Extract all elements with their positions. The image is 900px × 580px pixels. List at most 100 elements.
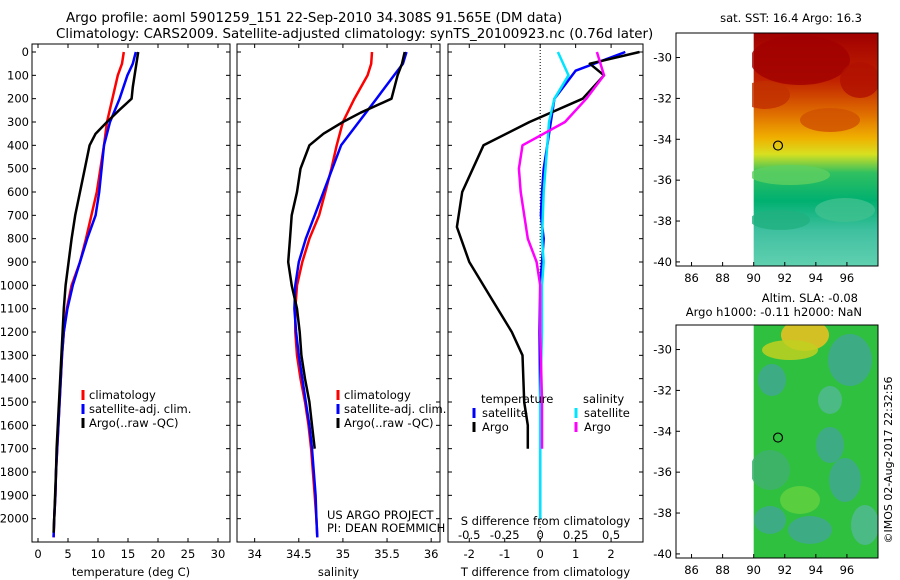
salinity-x-tick-label: 34 <box>247 547 262 561</box>
difference-x-tick-label: 2 <box>607 547 614 561</box>
sst-patch-2 <box>800 108 860 132</box>
salinity-series-line-1 <box>293 51 408 538</box>
difference-series-line-3 <box>517 51 606 449</box>
temperature-x-axis-label: temperature (deg C) <box>72 565 190 579</box>
sla-lat-tick-label: -36 <box>653 465 672 479</box>
salinity-series-line-2 <box>286 51 406 449</box>
sla-patch-5 <box>816 427 844 463</box>
salinity-x-tick-label: 35 <box>336 547 351 561</box>
temperature-x-tick-label: 30 <box>211 547 226 561</box>
legend-group-temperature: temperature <box>481 392 553 406</box>
depth-tick-label: 100 <box>7 68 29 82</box>
legend-group-salinity: salinity <box>583 392 624 406</box>
depth-tick-label: 600 <box>7 185 29 199</box>
sst-map-title: sat. SST: 16.4 Argo: 16.3 <box>720 11 862 25</box>
difference-series-line-0 <box>538 50 626 519</box>
depth-tick-label: 1000 <box>0 278 29 292</box>
temperature-legend-label-1: satellite-adj. clim. <box>89 402 191 416</box>
sla-lat-tick-label: -38 <box>653 506 672 520</box>
salinity-legend-label-2: Argo(..raw -QC) <box>344 416 434 430</box>
sst-lat-tick-label: -32 <box>653 91 672 105</box>
salinity-x-axis-label: salinity <box>318 565 359 579</box>
sla-patch-8 <box>780 486 820 514</box>
sla-map-title: Altim. SLA: -0.08 <box>762 291 858 305</box>
sst-patch-4 <box>815 198 875 222</box>
depth-tick-label: 800 <box>7 232 29 246</box>
difference-x-tick-label: 0 <box>537 547 544 561</box>
depth-tick-label: 200 <box>7 92 29 106</box>
salinity-x-tick-label: 34.5 <box>286 547 312 561</box>
depth-tick-label: 1900 <box>0 488 29 502</box>
salinity-legend-label-1: satellite-adj. clim. <box>344 402 446 416</box>
sst-lon-tick-label: 94 <box>809 271 824 285</box>
sst-patch-1 <box>752 81 790 109</box>
difference-axes-frame <box>447 43 644 543</box>
sla-patch-7 <box>829 458 861 502</box>
temperature-x-tick-label: 15 <box>121 547 136 561</box>
sla-patch-11 <box>851 505 878 545</box>
diff-legend-label-1: Argo <box>482 420 509 434</box>
sla-patch-1 <box>762 340 818 360</box>
depth-tick-label: 1300 <box>0 348 29 362</box>
temperature-series-line-2 <box>52 51 140 533</box>
sst-lon-tick-label: 86 <box>684 271 699 285</box>
salinity-x-tick-label: 36 <box>424 547 439 561</box>
sst-patch-0 <box>752 35 850 85</box>
sla-lon-tick-label: 86 <box>684 563 699 577</box>
temperature-x-tick-label: 25 <box>181 547 196 561</box>
sst-map-frame <box>675 32 879 267</box>
diff-legend-label-0: satellite <box>482 406 528 420</box>
temperature-legend-label-2: Argo(..raw -QC) <box>89 416 179 430</box>
temperature-x-tick-label: 0 <box>34 547 41 561</box>
difference-series-line-1 <box>455 50 640 449</box>
figure-title-line2: Climatology: CARS2009. Satellite-adjuste… <box>56 27 654 42</box>
sst-patch-5 <box>752 210 810 230</box>
sst-lon-tick-label: 92 <box>777 271 792 285</box>
sla-lat-tick-label: -40 <box>653 547 672 561</box>
sla-lon-tick-label: 96 <box>840 563 855 577</box>
sst-patch-3 <box>752 165 830 185</box>
sla-patch-3 <box>758 364 786 396</box>
salinity-diff-tick-label: 0.5 <box>602 528 620 542</box>
sla-lat-tick-label: -34 <box>653 424 672 438</box>
depth-tick-label: 1700 <box>0 442 29 456</box>
depth-tick-label: 1400 <box>0 372 29 386</box>
temperature-x-tick-label: 20 <box>151 547 166 561</box>
figure-title-line1: Argo profile: aoml 5901259_151 22-Sep-20… <box>66 11 563 26</box>
maps-layer <box>675 32 879 559</box>
pi-annotation: PI: DEAN ROEMMICH <box>327 521 445 535</box>
depth-tick-label: 2000 <box>0 512 29 526</box>
depth-tick-label: 1100 <box>0 302 29 316</box>
sst-argo-position-marker <box>772 140 784 151</box>
sst-patch-6 <box>840 62 878 98</box>
sst-lat-tick-label: -30 <box>653 51 672 65</box>
salinity-diff-tick-label: 0 <box>537 528 544 542</box>
sla-patch-4 <box>818 386 842 414</box>
sla-patch-2 <box>828 334 872 386</box>
salinity-x-tick-label: 35.5 <box>374 547 400 561</box>
diff-legend-label-3: Argo <box>584 420 611 434</box>
difference-x-tick-label: -2 <box>464 547 475 561</box>
diff-legend-label-2: satellite <box>584 406 630 420</box>
imos-credit: ©IMOS 02-Aug-2017 22:32:56 <box>882 377 895 544</box>
temperature-legend-label-0: climatology <box>89 388 156 402</box>
difference-x-tick-label: -1 <box>499 547 510 561</box>
sla-patch-9 <box>788 516 832 544</box>
project-annotation: US ARGO PROJECT <box>327 508 435 522</box>
difference-series-line-2 <box>538 51 570 519</box>
sst-lat-tick-label: -40 <box>653 255 672 269</box>
sla-argo-position-marker <box>772 432 784 443</box>
difference-x-axis-label: T difference from climatology <box>460 565 631 579</box>
sla-lon-tick-label: 94 <box>809 563 824 577</box>
sst-lon-tick-label: 88 <box>715 271 730 285</box>
sst-lat-tick-label: -34 <box>653 132 672 146</box>
depth-tick-label: 700 <box>7 208 29 222</box>
sst-lon-tick-label: 90 <box>746 271 761 285</box>
salinity-diff-tick-label: -0.5 <box>458 528 480 542</box>
salinity-legend-label-0: climatology <box>344 388 411 402</box>
depth-tick-label: 1600 <box>0 418 29 432</box>
sla-lat-tick-label: -32 <box>653 383 672 397</box>
depth-tick-label: 1500 <box>0 395 29 409</box>
sst-lat-tick-label: -38 <box>653 214 672 228</box>
